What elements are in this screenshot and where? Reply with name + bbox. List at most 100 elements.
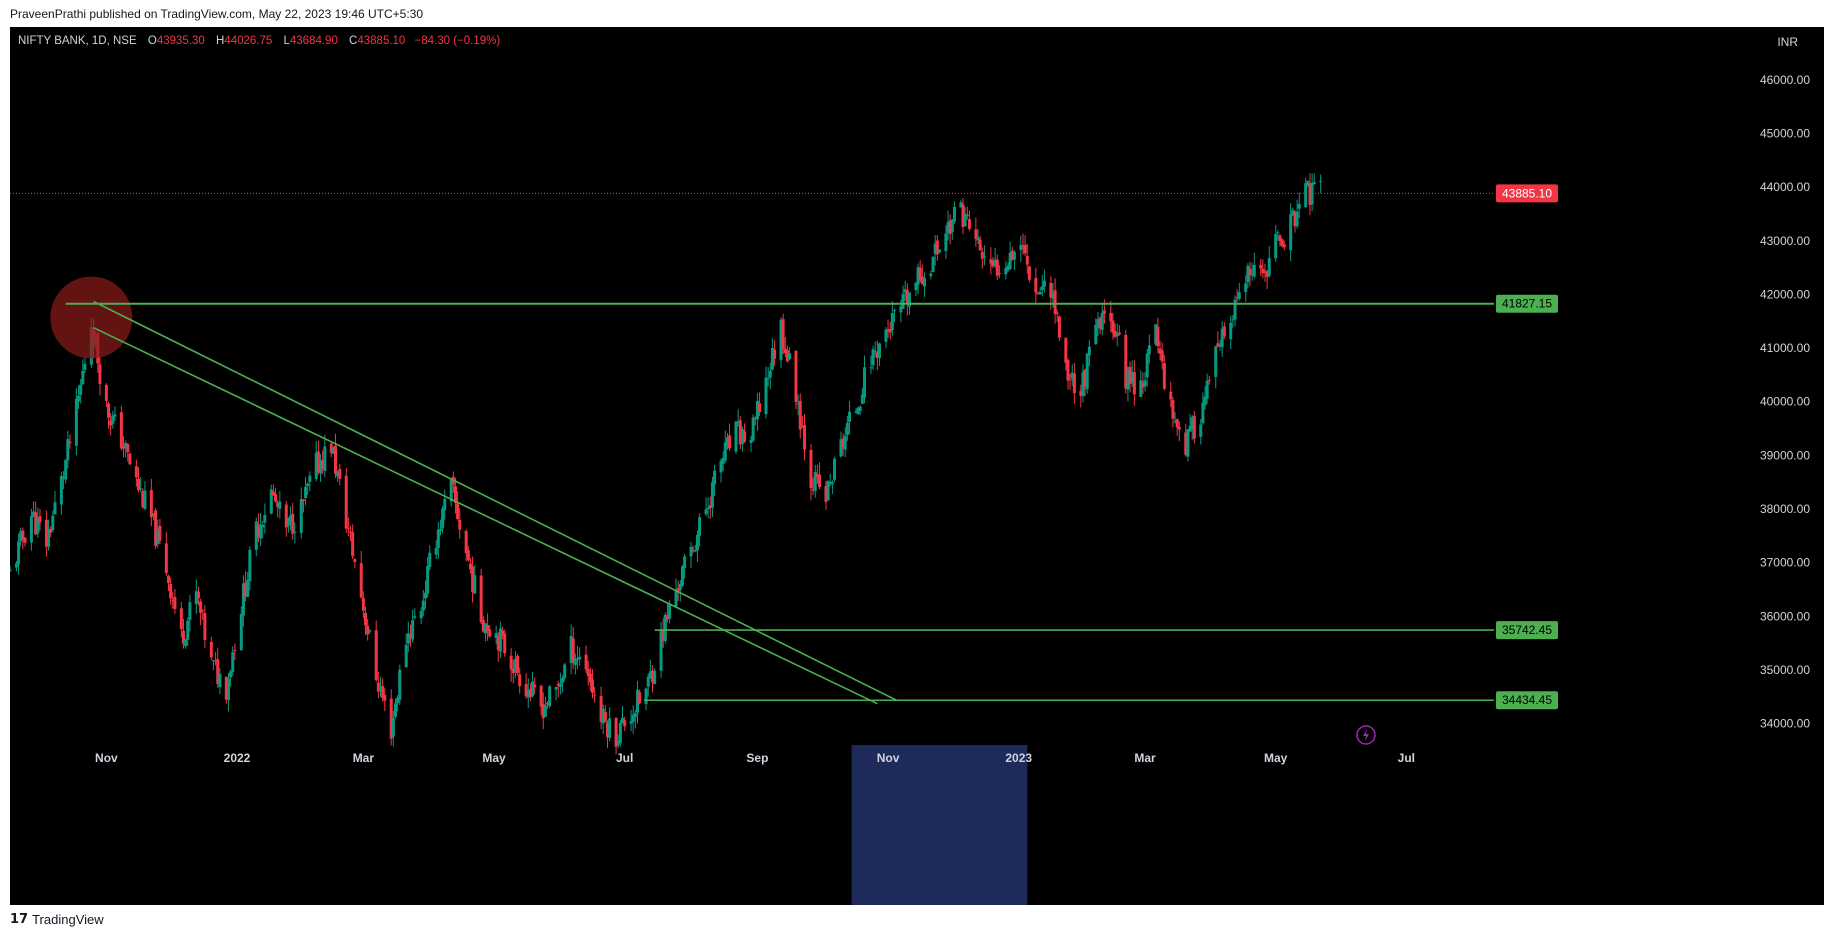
trendline-2 xyxy=(93,326,878,705)
candle-body xyxy=(194,591,198,605)
x-tick-label: Mar xyxy=(1134,751,1156,765)
candle-body xyxy=(109,420,113,426)
candle-body xyxy=(648,671,652,679)
candle-body xyxy=(306,483,310,487)
x-tick-label: May xyxy=(1264,751,1288,765)
chart-panel[interactable]: 34000.00 35000.00 36000.00 37000.00 38000.00… xyxy=(10,27,1824,905)
candle-body xyxy=(36,518,40,534)
candle-body xyxy=(301,499,305,502)
candle-body xyxy=(263,514,267,523)
candle-body xyxy=(884,329,888,342)
y-tick-label: 40000.00 xyxy=(1760,395,1810,409)
candle-body xyxy=(1132,372,1136,395)
candle-body xyxy=(764,377,768,415)
candle-body xyxy=(1008,252,1012,269)
candle-body xyxy=(693,550,697,552)
candle-body xyxy=(393,703,397,717)
y-tick-label: 36000.00 xyxy=(1760,609,1810,623)
level-price-tag xyxy=(1496,621,1558,640)
candle-body xyxy=(1214,346,1218,377)
currency-label[interactable]: INR xyxy=(1777,35,1798,49)
candle-body xyxy=(64,460,68,480)
candlestick-chart[interactable]: 34000.00 35000.00 36000.00 37000.00 38000.00… xyxy=(10,27,1824,905)
candle-body xyxy=(166,575,170,584)
candle-body xyxy=(815,474,819,478)
candle-body xyxy=(216,659,220,684)
candle-body xyxy=(128,453,132,465)
candle-body xyxy=(826,481,830,501)
candle-body xyxy=(134,466,138,478)
candle-body xyxy=(154,510,158,547)
candle-body xyxy=(704,509,708,515)
candle-body xyxy=(728,435,732,449)
candle-body xyxy=(1111,320,1115,333)
candle-body xyxy=(1094,324,1098,345)
candle-body xyxy=(1147,345,1151,355)
candle-body xyxy=(66,439,70,461)
candle-body xyxy=(1291,210,1295,216)
candle-body xyxy=(967,219,971,229)
candle-body xyxy=(1100,312,1104,330)
candle-body xyxy=(38,516,42,523)
candle-body xyxy=(334,445,338,474)
candle-body xyxy=(374,630,378,681)
candle-body xyxy=(1162,363,1166,389)
candle-body xyxy=(1248,268,1252,276)
candle-body xyxy=(316,451,320,473)
candle-body xyxy=(381,685,385,699)
candle-body xyxy=(314,452,318,479)
candle-body xyxy=(710,482,714,508)
candle-body xyxy=(1308,183,1312,206)
symbol-legend[interactable]: NIFTY BANK, 1D, NSE O43935.30 H44026.75 … xyxy=(18,35,500,47)
symbol-name[interactable]: NIFTY BANK, 1D, NSE xyxy=(18,35,137,47)
candle-body xyxy=(1265,271,1269,277)
candle-body xyxy=(1229,322,1233,340)
y-tick-label: 38000.00 xyxy=(1760,502,1810,516)
candle-body xyxy=(396,697,400,703)
candle-body xyxy=(1098,317,1102,329)
candle-body xyxy=(539,685,543,707)
candle-body xyxy=(668,604,672,619)
candle-body xyxy=(53,502,57,515)
candle-body xyxy=(1128,366,1132,384)
candle-body xyxy=(68,441,72,444)
candle-body xyxy=(899,306,903,313)
candle-body xyxy=(848,411,852,422)
candle-body xyxy=(1231,319,1235,321)
level-price-label: 35742.45 xyxy=(1502,623,1552,637)
candle-body xyxy=(1109,312,1113,322)
candle-body xyxy=(196,592,200,599)
candle-body xyxy=(62,476,66,479)
candle-body xyxy=(151,513,155,516)
candle-body xyxy=(139,488,143,490)
candle-body xyxy=(650,670,654,683)
candle-body xyxy=(456,503,460,520)
candle-body xyxy=(961,204,965,227)
candle-body xyxy=(905,289,909,304)
candle-body xyxy=(588,673,592,683)
trendline-1 xyxy=(93,300,897,701)
candle-body xyxy=(903,289,907,293)
candle-body xyxy=(569,636,573,663)
candle-body xyxy=(1261,268,1265,274)
candle-body xyxy=(937,249,941,253)
lightning-icon[interactable] xyxy=(1356,725,1376,745)
candle-body xyxy=(481,619,485,632)
candle-body xyxy=(516,656,520,673)
candle-body xyxy=(571,638,575,664)
candle-body xyxy=(1141,383,1145,388)
candle-body xyxy=(1319,181,1323,183)
candle-body xyxy=(546,702,550,705)
candle-body xyxy=(1004,267,1008,275)
x-tick-label: Sep xyxy=(746,751,768,765)
candle-body xyxy=(1160,350,1164,362)
candle-body xyxy=(931,257,935,273)
candle-body xyxy=(845,422,849,436)
candle-body xyxy=(638,692,642,704)
candle-body xyxy=(293,531,297,533)
candle-body xyxy=(1025,255,1029,265)
candle-body xyxy=(104,384,108,401)
candle-body xyxy=(284,504,288,528)
candle-body xyxy=(621,717,625,724)
candle-body xyxy=(421,600,425,611)
